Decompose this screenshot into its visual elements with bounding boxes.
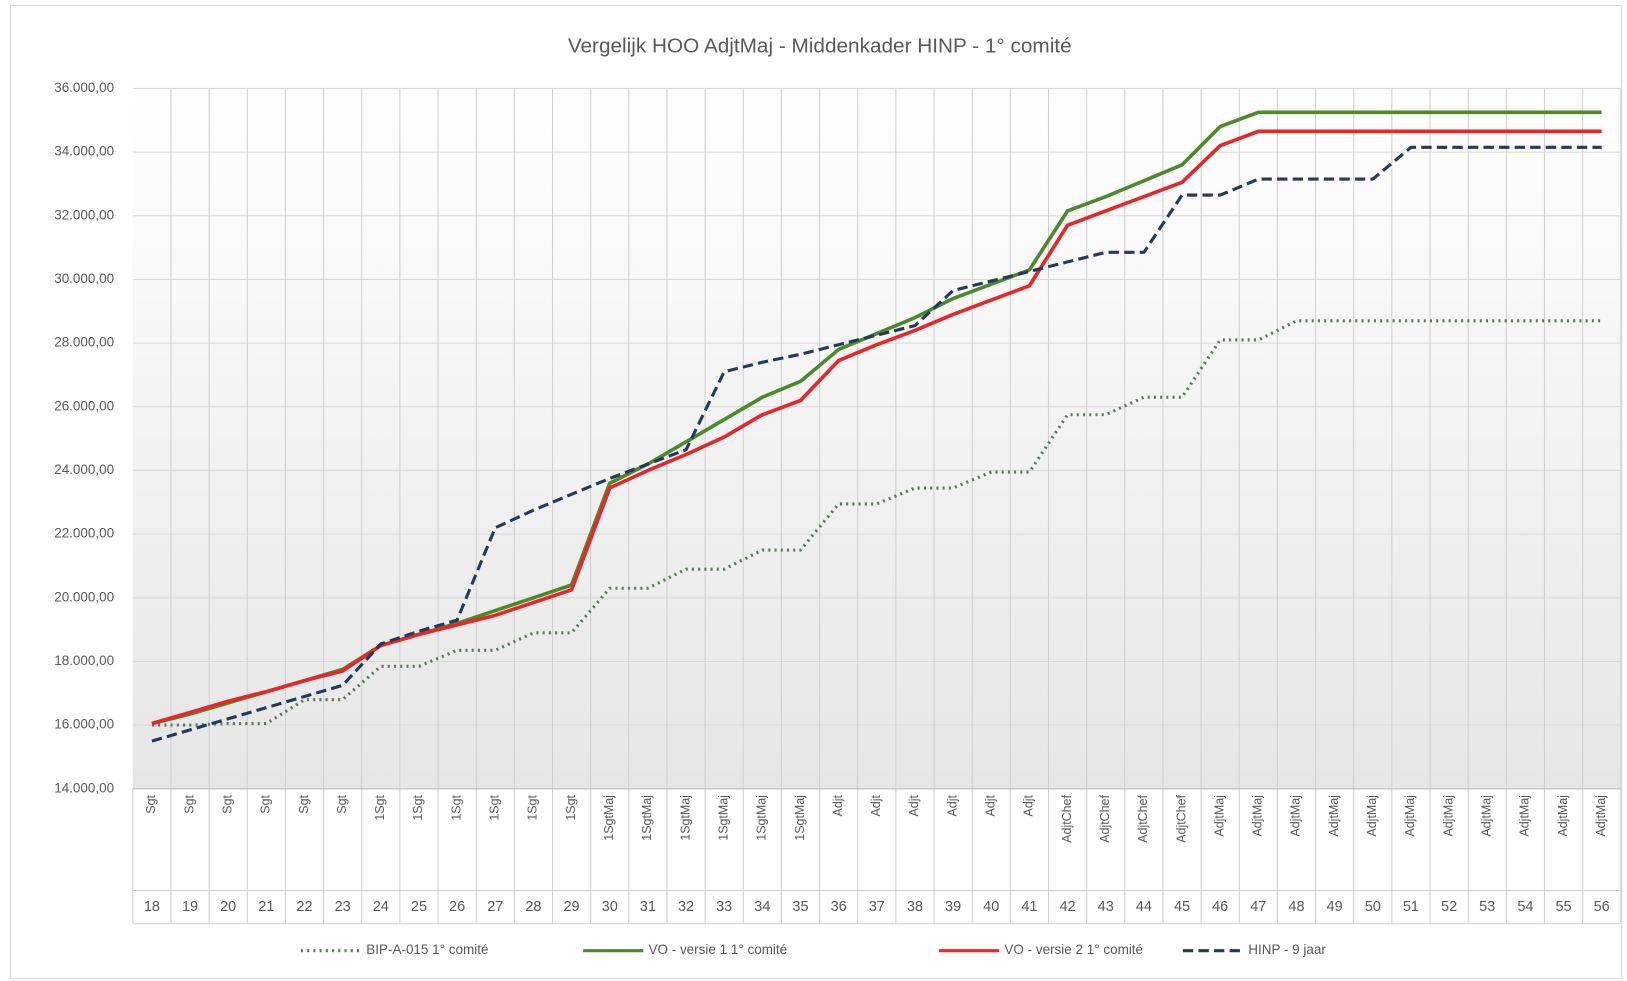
- x-tick-label: 38: [907, 899, 923, 915]
- grade-label: AdjtMaj: [1365, 795, 1379, 836]
- legend-label: VO - versie 2 1° comité: [1004, 942, 1143, 957]
- grade-label: 1Sgt: [373, 795, 387, 821]
- grade-label: Sgt: [259, 795, 273, 814]
- grade-label: Sgt: [182, 795, 196, 814]
- grade-label: AdjtChef: [1098, 795, 1112, 843]
- grade-label: AdjtChef: [1136, 795, 1150, 843]
- grade-label: 1SgtMaj: [678, 795, 692, 841]
- grade-label: 1Sgt: [488, 795, 502, 821]
- y-tick-label: 22.000,00: [54, 526, 114, 541]
- x-tick-label: 39: [945, 899, 961, 915]
- grade-label: Sgt: [335, 795, 349, 814]
- x-tick-label: 20: [220, 899, 236, 915]
- grade-label: Adjt: [1022, 795, 1036, 817]
- x-tick-label: 46: [1212, 899, 1228, 915]
- x-tick-label: 27: [487, 899, 503, 915]
- grade-label: 1Sgt: [564, 795, 578, 821]
- x-tick-label: 51: [1403, 899, 1419, 915]
- x-tick-label: 42: [1059, 899, 1075, 915]
- y-tick-label: 36.000,00: [54, 80, 114, 95]
- grade-label: Adjt: [945, 795, 959, 817]
- x-tick-label: 23: [335, 899, 351, 915]
- x-tick-label: 32: [678, 899, 694, 915]
- y-tick-label: 26.000,00: [54, 398, 114, 413]
- x-tick-label: 48: [1288, 899, 1304, 915]
- legend-label: HINP - 9 jaar: [1248, 942, 1326, 957]
- legend-label: VO - versie 1 1° comité: [649, 942, 788, 957]
- x-tick-label: 41: [1021, 899, 1037, 915]
- x-tick-label: 40: [983, 899, 999, 915]
- x-tick-label: 24: [373, 899, 389, 915]
- grade-label: AdjtMaj: [1518, 795, 1532, 836]
- grade-label: 1SgtMaj: [755, 795, 769, 841]
- x-tick-label: 52: [1441, 899, 1457, 915]
- y-tick-label: 34.000,00: [54, 144, 114, 159]
- grade-label: Adjt: [831, 795, 845, 817]
- grade-label: Adjt: [984, 795, 998, 817]
- y-tick-label: 16.000,00: [54, 717, 114, 732]
- x-tick-label: 26: [449, 899, 465, 915]
- x-tick-label: 50: [1365, 899, 1381, 915]
- y-tick-label: 14.000,00: [54, 780, 114, 795]
- grade-label: 1SgtMaj: [793, 795, 807, 841]
- x-tick-label: 28: [525, 899, 541, 915]
- series-line: [151, 129, 1602, 726]
- x-tick-label: 37: [869, 899, 885, 915]
- x-tick-label: 54: [1517, 899, 1533, 915]
- x-tick-label: 33: [716, 899, 732, 915]
- grade-label: AdjtMaj: [1327, 795, 1341, 836]
- grade-label: 1SgtMaj: [716, 795, 730, 841]
- x-tick-label: 25: [411, 899, 427, 915]
- grade-label: Adjt: [869, 795, 883, 817]
- x-tick-label: 45: [1174, 899, 1190, 915]
- y-tick-label: 20.000,00: [54, 589, 114, 604]
- x-tick-label: 49: [1327, 899, 1343, 915]
- grade-label: AdjtChef: [1174, 795, 1188, 843]
- grade-label: 1Sgt: [526, 795, 540, 821]
- grade-label: Sgt: [220, 795, 234, 814]
- y-tick-label: 32.000,00: [54, 207, 114, 222]
- grade-label: 1Sgt: [449, 795, 463, 821]
- grade-label: 1SgtMaj: [640, 795, 654, 841]
- x-tick-label: 56: [1594, 899, 1610, 915]
- grade-label: AdjtMaj: [1441, 795, 1455, 836]
- x-tick-label: 30: [602, 899, 618, 915]
- grade-label: AdjtChef: [1060, 795, 1074, 843]
- x-tick-label: 31: [640, 899, 656, 915]
- grade-label: 1Sgt: [411, 795, 425, 821]
- x-tick-label: 22: [296, 899, 312, 915]
- x-tick-label: 44: [1136, 899, 1152, 915]
- grade-label: AdjtMaj: [1556, 795, 1570, 836]
- y-tick-label: 24.000,00: [54, 462, 114, 477]
- x-tick-label: 21: [258, 899, 274, 915]
- chart-title: Vergelijk HOO AdjtMaj - Middenkader HINP…: [568, 34, 1072, 57]
- x-tick-label: 19: [182, 899, 198, 915]
- y-tick-label: 30.000,00: [54, 271, 114, 286]
- y-tick-label: 18.000,00: [54, 653, 114, 668]
- x-tick-label: 53: [1479, 899, 1495, 915]
- x-tick-label: 47: [1250, 899, 1266, 915]
- grade-label: Sgt: [297, 795, 311, 814]
- x-tick-label: 18: [144, 899, 160, 915]
- series-line: [151, 145, 1602, 743]
- x-tick-label: 36: [831, 899, 847, 915]
- grade-label: AdjtMaj: [1289, 795, 1303, 836]
- grade-label: Sgt: [144, 795, 158, 814]
- x-tick-label: 35: [792, 899, 808, 915]
- x-tick-label: 34: [754, 899, 770, 915]
- grade-label: AdjtMaj: [1594, 795, 1608, 836]
- grade-label: AdjtMaj: [1212, 795, 1226, 836]
- grade-label: Adjt: [907, 795, 921, 817]
- y-tick-label: 28.000,00: [54, 335, 114, 350]
- grade-label: AdjtMaj: [1251, 795, 1265, 836]
- grade-label: 1SgtMaj: [602, 795, 616, 841]
- x-tick-label: 29: [563, 899, 579, 915]
- plot-area: [132, 88, 1621, 789]
- grade-label: AdjtMaj: [1403, 795, 1417, 836]
- x-tick-label: 55: [1555, 899, 1571, 915]
- grade-label: AdjtMaj: [1480, 795, 1494, 836]
- x-tick-label: 43: [1098, 899, 1114, 915]
- legend-label: BIP-A-015 1° comité: [366, 942, 488, 957]
